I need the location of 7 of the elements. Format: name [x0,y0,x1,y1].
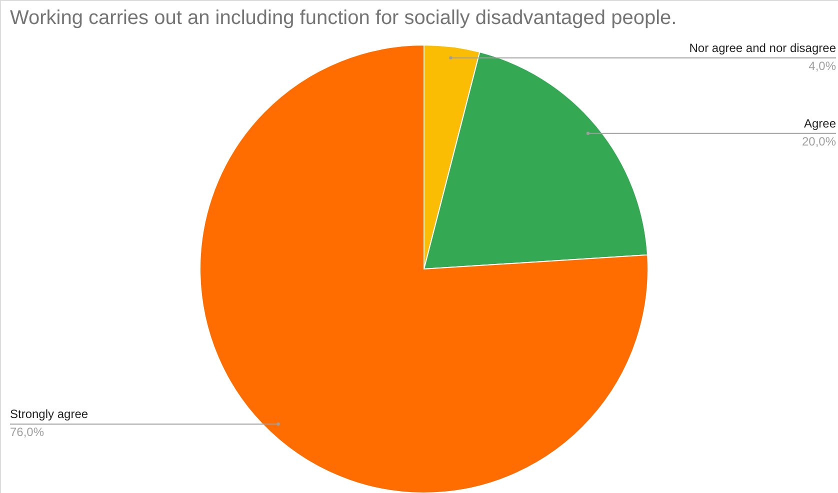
data-label: 76,0% [10,425,44,440]
slice-label: Agree [804,116,836,130]
slice-label: Strongly agree [10,407,88,422]
data-label: 4,0% [808,58,836,73]
data-label: 20,0% [802,134,836,148]
chart-title: Working carries out an including function for socially disadvantaged people. [10,7,677,29]
slice-label: Nor agree and nor disagree [689,40,836,55]
